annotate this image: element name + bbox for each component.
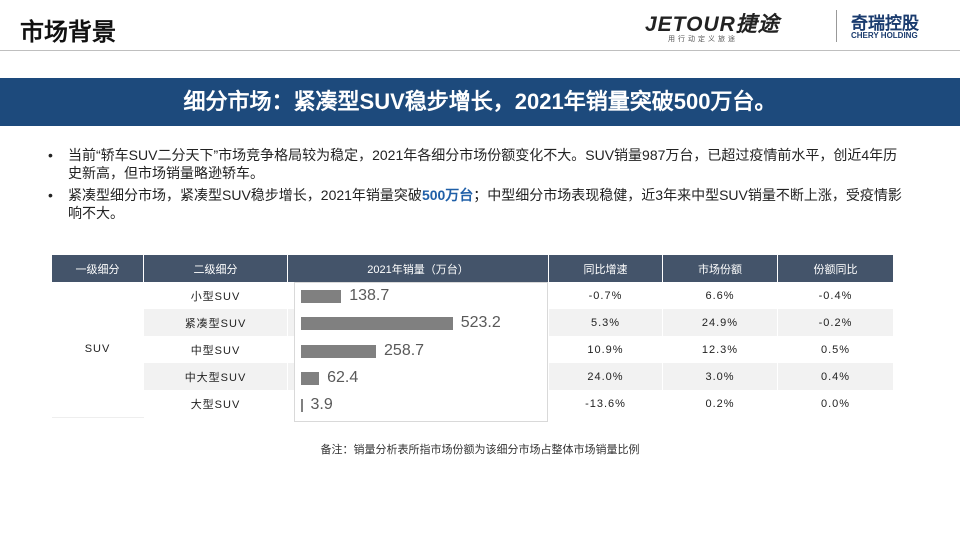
bar (301, 290, 342, 303)
brand-slogan: 用行动定义旅途 (668, 36, 738, 43)
bullet-text: 紧凑型细分市场，紧凑型SUV稳步增长，2021年销量突破 (68, 187, 422, 203)
segment-cell: 中型SUV (143, 336, 288, 363)
column-header: 一级细分 (52, 255, 144, 282)
brand-name: CHERY HOLDING (851, 31, 918, 40)
share-change-cell: 0.5% (777, 336, 894, 363)
share-cell: 24.9% (662, 309, 778, 336)
column-header: 份额同比 (777, 255, 894, 282)
share-change-cell: -0.2% (777, 309, 894, 336)
page-title: 市场背景 (20, 19, 116, 46)
share-change-cell: -0.4% (777, 282, 894, 309)
banner: 细分市场：紧凑型SUV稳步增长，2021年销量突破500万台。 (0, 78, 960, 126)
header-row: 一级细分 二级细分 2021年销量（万台） 同比增速 市场份额 份额同比 (52, 255, 894, 282)
yoy-cell: 24.0% (548, 363, 663, 390)
divider (0, 50, 960, 51)
bar-label: 258.7 (384, 341, 425, 359)
group-cell: SUV (52, 282, 144, 418)
segment-cell: 小型SUV (143, 282, 288, 309)
share-cell: 6.6% (662, 282, 778, 309)
bullet-text: ；中型细分市场表现稳健，近3年来中型SUV销量不断上涨，受疫情影响不大。 (68, 187, 902, 221)
bar (301, 371, 320, 385)
bullet-text: 当前“轿车SUV二分天下”市场竞争格局较为稳定，2021年各细分市场份额变化不大… (68, 147, 898, 181)
segment-cell: 紧凑型SUV (143, 309, 288, 336)
column-header: 2021年销量（万台） (287, 255, 549, 282)
bar (301, 317, 453, 331)
bar-label: 3.9 (310, 396, 333, 414)
share-cell: 3.0% (662, 363, 778, 390)
bullet-list: 当前“轿车SUV二分天下”市场竞争格局较为稳定，2021年各细分市场份额变化不大… (48, 146, 910, 226)
segment-cell: 大型SUV (143, 390, 288, 417)
segment-cell: 中大型SUV (143, 363, 288, 390)
brand-logo: JETOUR捷途 (645, 13, 780, 36)
bar-label: 62.4 (327, 368, 359, 386)
bar (301, 344, 377, 358)
column-header: 二级细分 (143, 255, 288, 282)
yoy-cell: 5.3% (548, 309, 663, 336)
share-change-cell: 0.0% (777, 390, 894, 417)
bullet-text: 500万台 (421, 187, 474, 203)
share-cell: 12.3% (662, 336, 778, 363)
divider (836, 10, 837, 42)
share-change-cell: 0.4% (777, 363, 894, 390)
bar (301, 399, 303, 413)
yoy-cell: -0.7% (548, 282, 663, 309)
bar-label: 523.2 (460, 314, 501, 332)
brand-logo: 奇瑞控股 (851, 14, 919, 33)
bar-chart: 138.7 523.2 258.7 62.4 3.9 (294, 282, 548, 422)
column-header: 同比增速 (548, 255, 663, 282)
bullet: 紧凑型细分市场，紧凑型SUV稳步增长，2021年销量突破500万台；中型细分市场… (48, 186, 910, 222)
footnote: 备注：销量分析表所指市场份额为该细分市场占整体市场销量比例 (320, 444, 640, 456)
column-header: 市场份额 (662, 255, 778, 282)
share-cell: 0.2% (662, 390, 778, 417)
bullet: 当前“轿车SUV二分天下”市场竞争格局较为稳定，2021年各细分市场份额变化不大… (48, 146, 910, 182)
yoy-cell: 10.9% (548, 336, 663, 363)
bar-label: 138.7 (349, 287, 390, 304)
yoy-cell: -13.6% (548, 390, 663, 417)
